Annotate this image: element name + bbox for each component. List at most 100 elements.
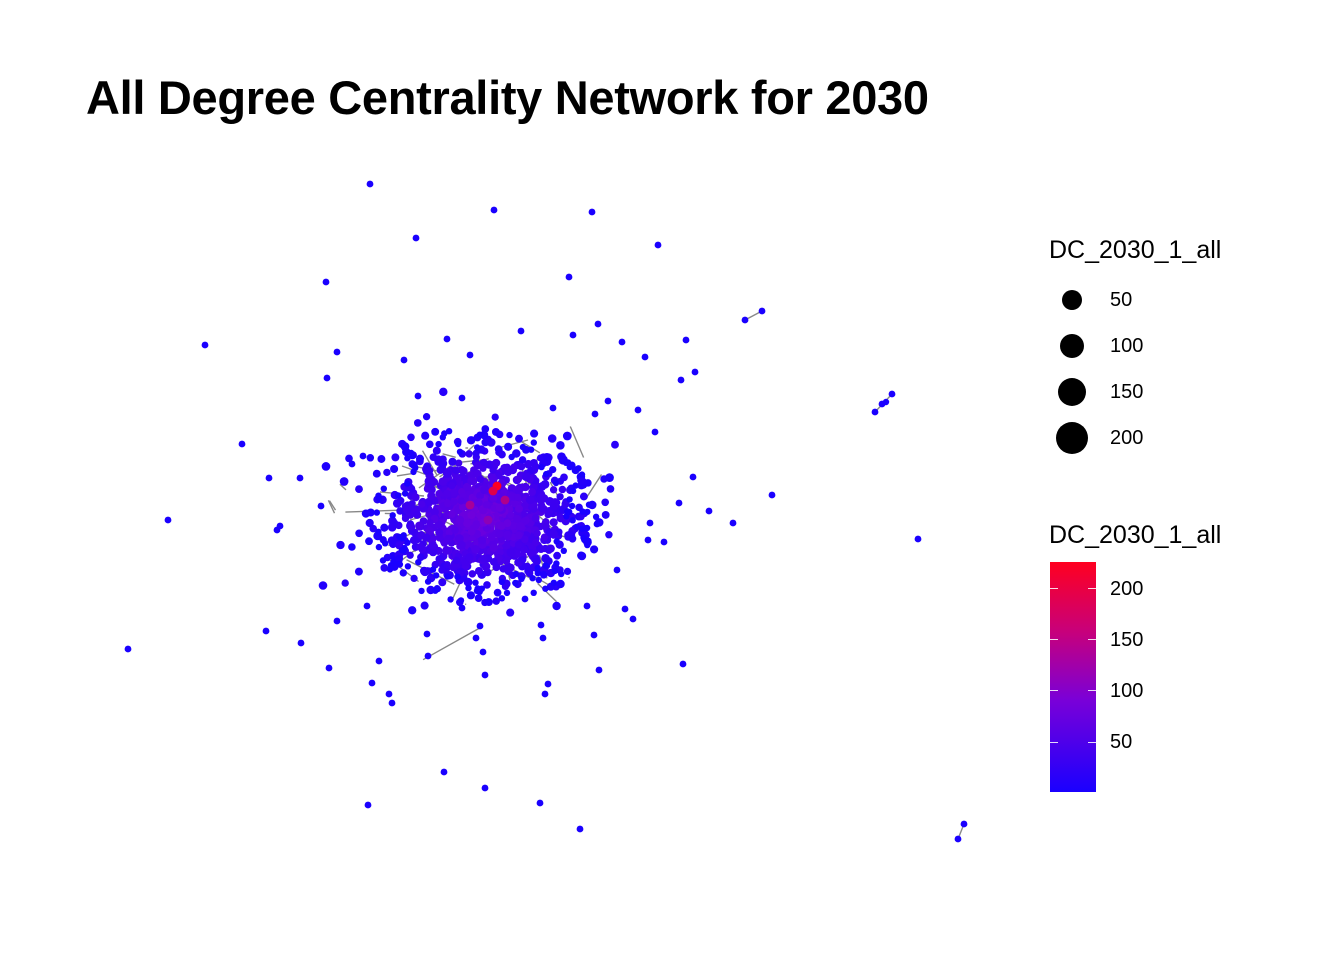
network-node bbox=[355, 529, 363, 538]
network-node bbox=[443, 335, 451, 343]
network-node bbox=[689, 473, 697, 481]
size-legend-dot-50 bbox=[1062, 290, 1082, 310]
network-node bbox=[455, 515, 465, 525]
network-node bbox=[375, 657, 383, 665]
network-node bbox=[682, 336, 690, 344]
network-node bbox=[481, 562, 491, 571]
network-node bbox=[516, 522, 525, 531]
network-node bbox=[515, 487, 523, 495]
network-node bbox=[450, 498, 458, 506]
network-node bbox=[473, 461, 482, 470]
network-node bbox=[348, 543, 356, 551]
network-node bbox=[506, 608, 515, 617]
network-node bbox=[604, 397, 612, 405]
network-node bbox=[504, 442, 513, 451]
network-node bbox=[396, 560, 403, 567]
color-legend-tick bbox=[1050, 639, 1058, 640]
network-node bbox=[576, 825, 584, 833]
network-node bbox=[410, 574, 418, 583]
size-legend-title: DC_2030_1_all bbox=[1049, 236, 1222, 264]
network-node bbox=[466, 351, 474, 359]
network-node bbox=[401, 490, 409, 497]
network-node bbox=[512, 579, 519, 587]
network-node bbox=[527, 446, 535, 453]
network-node bbox=[444, 534, 453, 543]
network-node bbox=[510, 499, 519, 508]
network-edge bbox=[569, 426, 585, 458]
network-node bbox=[509, 521, 518, 530]
hub-node bbox=[465, 500, 475, 510]
network-node bbox=[601, 498, 610, 507]
network-node bbox=[432, 446, 441, 455]
network-node bbox=[618, 338, 626, 346]
network-node bbox=[503, 565, 512, 573]
network-node bbox=[563, 567, 572, 576]
network-node bbox=[401, 514, 410, 523]
network-node bbox=[590, 631, 598, 639]
network-node bbox=[427, 491, 436, 501]
network-node bbox=[456, 448, 464, 455]
network-node bbox=[467, 510, 476, 520]
network-node bbox=[634, 406, 642, 414]
size-legend-label-50: 50 bbox=[1110, 289, 1133, 311]
network-node bbox=[423, 630, 431, 638]
network-node bbox=[549, 404, 557, 412]
network-edge bbox=[327, 500, 336, 514]
network-node bbox=[445, 528, 453, 537]
network-node bbox=[491, 427, 500, 436]
network-node bbox=[455, 534, 464, 543]
network-node bbox=[537, 503, 547, 513]
network-node bbox=[497, 450, 506, 459]
network-edge bbox=[497, 439, 529, 449]
network-node bbox=[588, 208, 596, 216]
network-node bbox=[380, 564, 389, 572]
network-node bbox=[553, 551, 561, 560]
network-node bbox=[476, 431, 483, 438]
network-node bbox=[482, 501, 490, 509]
network-node bbox=[569, 331, 577, 339]
network-node bbox=[457, 497, 465, 505]
network-node bbox=[297, 639, 305, 647]
network-node bbox=[418, 587, 425, 595]
network-node bbox=[404, 539, 411, 546]
network-node bbox=[418, 500, 426, 508]
network-node bbox=[521, 535, 529, 543]
network-node bbox=[536, 493, 545, 502]
network-node bbox=[435, 528, 444, 537]
network-node bbox=[428, 541, 438, 551]
network-node bbox=[201, 341, 209, 349]
size-legend-dot-200 bbox=[1056, 422, 1088, 454]
network-edge bbox=[422, 626, 481, 661]
network-node bbox=[514, 493, 522, 502]
network-node bbox=[646, 519, 654, 527]
network-node bbox=[426, 440, 434, 449]
network-node bbox=[480, 485, 489, 495]
network-node bbox=[535, 576, 542, 584]
network-node bbox=[556, 513, 566, 523]
component-node bbox=[871, 408, 879, 416]
network-node bbox=[541, 690, 549, 698]
network-node bbox=[452, 466, 461, 475]
network-node bbox=[276, 522, 284, 530]
network-node bbox=[641, 353, 649, 361]
network-node bbox=[454, 573, 461, 580]
network-node bbox=[387, 562, 395, 569]
network-node bbox=[438, 578, 447, 587]
network-node bbox=[404, 455, 411, 462]
network-node bbox=[336, 540, 345, 550]
network-node bbox=[540, 533, 549, 541]
network-node bbox=[568, 534, 577, 543]
network-node bbox=[506, 431, 513, 439]
network-node bbox=[400, 356, 408, 364]
network-node bbox=[556, 579, 565, 589]
color-legend-tick bbox=[1088, 690, 1096, 691]
network-node bbox=[514, 475, 523, 483]
size-legend-symbols bbox=[1056, 290, 1088, 454]
network-node bbox=[677, 376, 685, 384]
network-node bbox=[421, 533, 431, 542]
network-node bbox=[514, 531, 523, 540]
network-node bbox=[375, 528, 382, 535]
size-legend-label-200: 200 bbox=[1110, 427, 1144, 449]
network-node bbox=[399, 569, 407, 577]
